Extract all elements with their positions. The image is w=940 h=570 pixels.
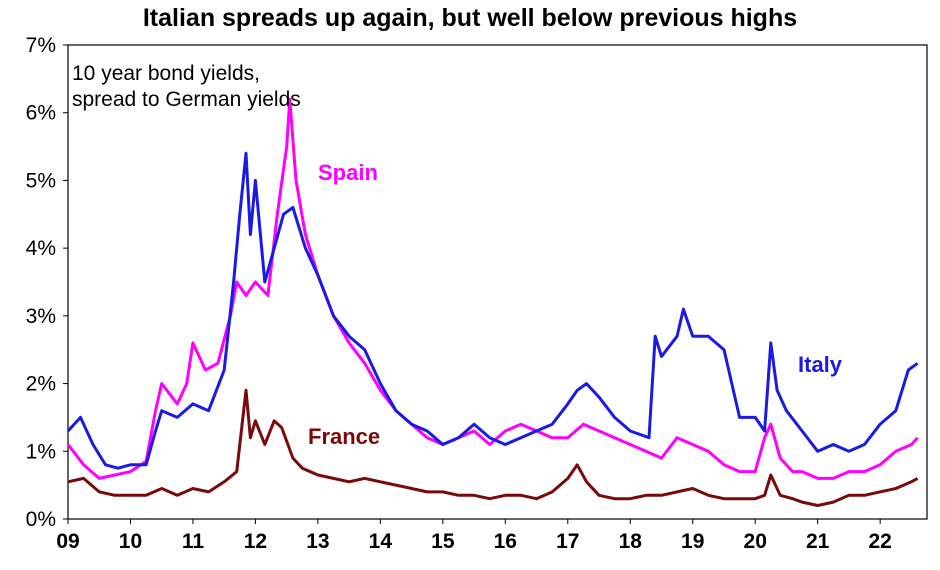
series-line-italy	[66, 151, 919, 470]
series-lines	[66, 97, 919, 507]
series-line-france	[67, 388, 919, 507]
x-tick-label: 16	[494, 530, 517, 553]
y-tick-label: 6%	[26, 102, 56, 125]
y-tick-label: 5%	[26, 169, 56, 192]
x-tick-label: 11	[182, 530, 205, 553]
x-tick-label: 14	[369, 530, 393, 553]
x-axis: 09 10 11 12 13 14 15 16 17 18 19 20 21 22	[56, 519, 892, 553]
y-axis: 0% 1% 2% 3% 4% 5% 6% 7%	[26, 34, 68, 531]
x-tick-label: 12	[244, 530, 267, 553]
y-tick-label: 0%	[26, 508, 56, 531]
plot-frame	[67, 44, 928, 520]
series-label-france: France	[308, 424, 380, 449]
series-label-spain: Spain	[318, 160, 378, 185]
x-tick-label: 22	[868, 530, 891, 553]
y-tick-label: 3%	[26, 305, 56, 328]
annotation-line-1: 10 year bond yields,	[72, 62, 260, 85]
y-tick-label: 4%	[26, 237, 56, 260]
y-tick-label: 7%	[26, 34, 56, 57]
x-tick-label: 17	[556, 530, 579, 553]
chart-title: Italian spreads up again, but well below…	[142, 4, 798, 32]
x-tick-label: 20	[744, 530, 767, 553]
x-tick-label: 21	[806, 530, 830, 553]
x-tick-label: 13	[306, 530, 329, 553]
x-tick-label: 09	[56, 530, 79, 553]
y-tick-label: 2%	[26, 373, 56, 396]
series-label-italy: Italy	[798, 352, 843, 377]
x-tick-label: 15	[431, 530, 455, 553]
y-tick-label: 1%	[26, 440, 56, 463]
annotation-line-2: spread to German yields	[72, 88, 301, 111]
x-tick-label: 10	[119, 530, 142, 553]
x-tick-label: 18	[619, 530, 643, 553]
series-line-spain	[66, 97, 919, 480]
x-tick-label: 19	[681, 530, 704, 553]
